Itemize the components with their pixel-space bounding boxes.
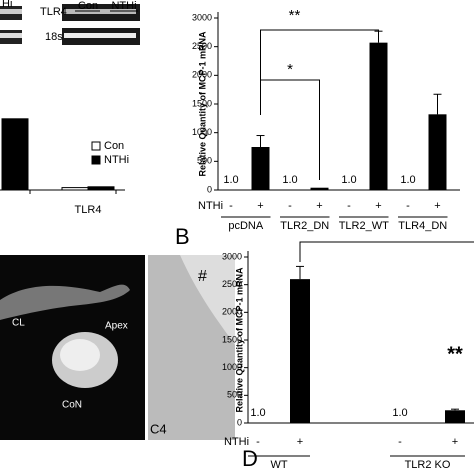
bar — [61, 187, 89, 191]
gel-label: Hi — [2, 0, 12, 10]
y-tick-label: 1000 — [192, 127, 212, 137]
condition-value: - — [256, 436, 260, 448]
bar — [290, 279, 310, 423]
gel-band — [0, 33, 22, 38]
gel-band — [64, 33, 136, 38]
significance: * — [287, 61, 293, 78]
y-tick-label: 500 — [197, 156, 212, 166]
y-axis-label: Relative Quantity of MCP-1 mRNA — [234, 267, 244, 413]
significance-bracket — [299, 241, 474, 262]
panel-label: D — [242, 446, 258, 471]
y-tick-label: 3000 — [192, 12, 212, 22]
value-label: 1.0 — [341, 174, 356, 186]
significance: ** — [289, 7, 301, 24]
photo-shape — [60, 339, 100, 371]
photo-label: CoN — [62, 400, 82, 411]
gel-label: NTHi — [111, 0, 136, 12]
y-tick-label: 0 — [207, 184, 212, 194]
bar — [1, 118, 29, 191]
group-label: TLR2_WT — [339, 220, 389, 232]
condition-value: + — [297, 436, 303, 448]
condition-value: - — [398, 436, 402, 448]
y-tick-label: 2500 — [222, 279, 242, 289]
photo-label: CL — [12, 318, 25, 329]
condition-value: + — [434, 200, 440, 212]
y-tick-label: 1500 — [222, 334, 242, 344]
condition-value: + — [375, 200, 381, 212]
photo-shape — [0, 284, 130, 320]
panel-label: B — [175, 224, 190, 249]
gel-label: 18s — [45, 31, 63, 43]
y-tick-label: 1000 — [222, 362, 242, 372]
y-tick-label: 0 — [237, 417, 242, 427]
legend-label: Con — [104, 140, 124, 152]
significance-bracket — [260, 79, 320, 180]
y-tick-label: 2500 — [192, 41, 212, 51]
condition-label: NTHi — [198, 200, 223, 212]
bar — [369, 42, 388, 190]
legend-label: NTHi — [104, 154, 129, 166]
value-label: 1.0 — [392, 407, 407, 419]
value-label: 1.0 — [282, 174, 297, 186]
condition-label: NTHi — [224, 436, 249, 448]
bar — [87, 186, 115, 191]
bar — [428, 114, 447, 190]
y-tick-label: 500 — [227, 390, 242, 400]
legend-swatch — [91, 155, 101, 165]
gel-band — [0, 9, 22, 14]
group-label: pcDNA — [228, 220, 264, 232]
group-label: WT — [270, 459, 287, 471]
y-tick-label: 2000 — [222, 307, 242, 317]
value-label: 1.0 — [250, 407, 265, 419]
photo-label: C4 — [150, 421, 167, 436]
significance: ** — [447, 343, 463, 365]
group-label: TLR2_DN — [280, 220, 329, 232]
condition-value: - — [347, 200, 351, 212]
y-tick-label: 3000 — [222, 251, 242, 261]
condition-value: + — [452, 436, 458, 448]
condition-value: - — [229, 200, 233, 212]
condition-value: + — [316, 200, 322, 212]
significance-bracket — [260, 29, 379, 115]
bar — [251, 147, 270, 190]
gel-label: Con — [78, 0, 98, 12]
condition-value: + — [257, 200, 263, 212]
group-label: TLR2 KO — [405, 459, 451, 471]
photo-label: Apex — [105, 321, 128, 332]
photo-label: # — [198, 268, 207, 285]
value-label: 1.0 — [400, 174, 415, 186]
gel-label: TLR4 — [40, 6, 67, 18]
condition-value: - — [288, 200, 292, 212]
x-tick-label: TLR4 — [75, 204, 102, 216]
y-tick-label: 2000 — [192, 70, 212, 80]
value-label: 1.0 — [223, 174, 238, 186]
photo-shape — [180, 255, 235, 345]
legend-swatch — [91, 141, 101, 151]
condition-value: - — [406, 200, 410, 212]
group-label: TLR4_DN — [398, 220, 447, 232]
bar — [310, 187, 329, 190]
bar — [445, 410, 465, 423]
y-tick-label: 1500 — [192, 98, 212, 108]
y-axis-label: Relative Quantity of MCP-1 mRNA — [197, 31, 207, 177]
